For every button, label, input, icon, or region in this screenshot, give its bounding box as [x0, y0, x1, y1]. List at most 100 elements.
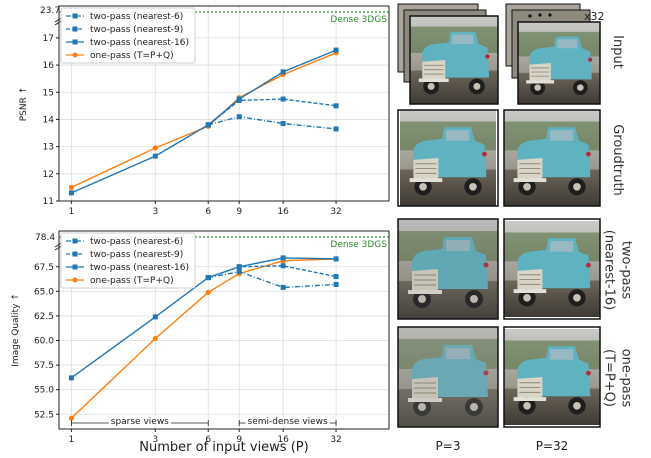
row-label-line: (nearest-16) — [602, 230, 617, 311]
data-point — [152, 335, 158, 342]
bottom-legend: two-pass (nearest-6) two-pass (nearest-9… — [60, 232, 196, 289]
image-frame — [503, 109, 601, 207]
top-y-ticks: 11 12 13 14 15 16 17 — [43, 34, 59, 207]
view-regions: sparse views semi-dense views — [71, 416, 337, 427]
bottom-y-axis-label: Image Quality ↑ — [11, 293, 21, 367]
data-point — [152, 145, 158, 151]
y-tick-label: 15 — [43, 88, 54, 98]
legend-swatch-marker — [72, 52, 78, 58]
x-tick-label: 32 — [330, 435, 341, 445]
legend-swatch-marker — [72, 238, 78, 244]
data-point — [333, 256, 339, 262]
y-tick-label: 57.5 — [34, 361, 54, 371]
image-frame — [503, 218, 601, 320]
y-tick-label: 11 — [43, 197, 54, 207]
y-tick-label: 55.0 — [34, 386, 54, 396]
input-stack-p3 — [397, 3, 499, 105]
y-tick-label: 65.0 — [34, 287, 54, 297]
legend-entry-nearest-9: two-pass (nearest-9) — [90, 25, 183, 35]
x-tick-label: 32 — [330, 207, 341, 217]
truck-image — [518, 22, 600, 104]
row-label-line: two-pass — [619, 241, 634, 300]
top-markers — [68, 47, 339, 196]
data-point — [333, 274, 339, 280]
data-point — [68, 190, 74, 196]
series-line-3 — [70, 258, 337, 419]
bottom-x-ticks: 1 3 6 9 16 32 — [69, 429, 342, 445]
top-series — [71, 49, 337, 194]
one-pass-p32 — [504, 328, 600, 426]
image-gallery: x32 Input Groudtruth two-pass(nearest-16… — [397, 3, 634, 453]
x-tick-label: 3 — [152, 207, 158, 217]
y-tick-label: 52.5 — [34, 410, 54, 420]
series-line-0 — [208, 270, 337, 289]
region-label-bg — [108, 416, 171, 425]
stack-count-label: x32 — [584, 10, 605, 23]
groundtruth-p32 — [504, 110, 600, 206]
series-line-1 — [208, 265, 337, 279]
region-label-bg — [245, 416, 330, 425]
row-label-input: Input — [610, 35, 625, 69]
image-quality-chart: 52.5 55.0 57.5 60.0 62.5 65.0 67.5 1 3 6 9 16 32 78… — [11, 230, 390, 455]
legend-swatch-marker — [72, 264, 78, 270]
series-line-2 — [71, 49, 337, 194]
legend-entry-one-pass: one-pass (T=P+Q) — [90, 276, 174, 286]
col-label-p32: P=32 — [536, 439, 569, 453]
image-frame — [517, 21, 601, 105]
bottom-grid — [59, 231, 389, 429]
legend-swatch-marker — [72, 13, 78, 19]
data-point — [205, 122, 211, 128]
data-point — [236, 269, 242, 275]
top-reference-label: Dense 3DGS — [330, 15, 387, 25]
y-tick-label: 14 — [43, 115, 55, 125]
top-x-ticks: 1 3 6 9 16 32 — [69, 201, 342, 217]
legend-entry-nearest-9: two-pass (nearest-9) — [90, 250, 183, 260]
row-label-line: one-pass — [619, 349, 634, 408]
x-tick-label: 1 — [69, 207, 75, 217]
legend-entry-nearest-6: two-pass (nearest-6) — [90, 12, 183, 22]
data-point — [280, 69, 286, 75]
series-line-2 — [70, 257, 337, 379]
bottom-legend-box — [60, 232, 196, 289]
data-point — [68, 415, 75, 421]
data-point — [280, 121, 286, 127]
bottom-series — [70, 257, 337, 419]
row-label-groundtruth: Groudtruth — [610, 124, 625, 196]
top-legend: two-pass (nearest-6) two-pass (nearest-9… — [60, 7, 196, 64]
x-tick-label: 6 — [205, 435, 211, 445]
y-tick-label: 13 — [43, 143, 54, 153]
row-label-line: (T=P+Q) — [602, 349, 617, 407]
legend-entry-one-pass: one-pass (T=P+Q) — [90, 51, 174, 61]
x-tick-label: 6 — [205, 207, 211, 217]
data-point — [333, 281, 339, 287]
legend-swatch-marker — [72, 277, 78, 283]
y-tick-label: 16 — [43, 61, 55, 71]
y-tick-label: 62.5 — [34, 312, 54, 322]
x-tick-label: 9 — [236, 207, 242, 217]
data-point — [280, 284, 286, 290]
col-label-p3: P=3 — [436, 439, 461, 453]
x-axis-title: Number of input views (P) — [139, 440, 308, 455]
bottom-plot-frame — [58, 230, 390, 430]
data-point — [280, 96, 286, 102]
top-y-break-label: 23.7 — [40, 6, 60, 16]
bottom-markers — [68, 255, 339, 421]
data-point — [152, 153, 158, 159]
data-point — [68, 375, 74, 381]
image-frame — [397, 109, 499, 207]
x-tick-label: 16 — [277, 207, 289, 217]
bottom-y-break-label: 78.4 — [35, 233, 55, 243]
row-label-two-pass: two-pass(nearest-16) — [602, 230, 634, 311]
image-frame — [397, 326, 499, 428]
legend-swatch-marker — [72, 39, 78, 45]
region-label: sparse views — [111, 417, 169, 427]
data-point — [280, 263, 286, 269]
data-point — [68, 184, 75, 191]
data-point — [333, 47, 339, 53]
legend-entry-nearest-16: two-pass (nearest-16) — [90, 38, 189, 48]
row-label-one-pass: one-pass(T=P+Q) — [602, 349, 634, 408]
data-point — [236, 114, 242, 120]
series-line-1 — [207, 98, 337, 126]
